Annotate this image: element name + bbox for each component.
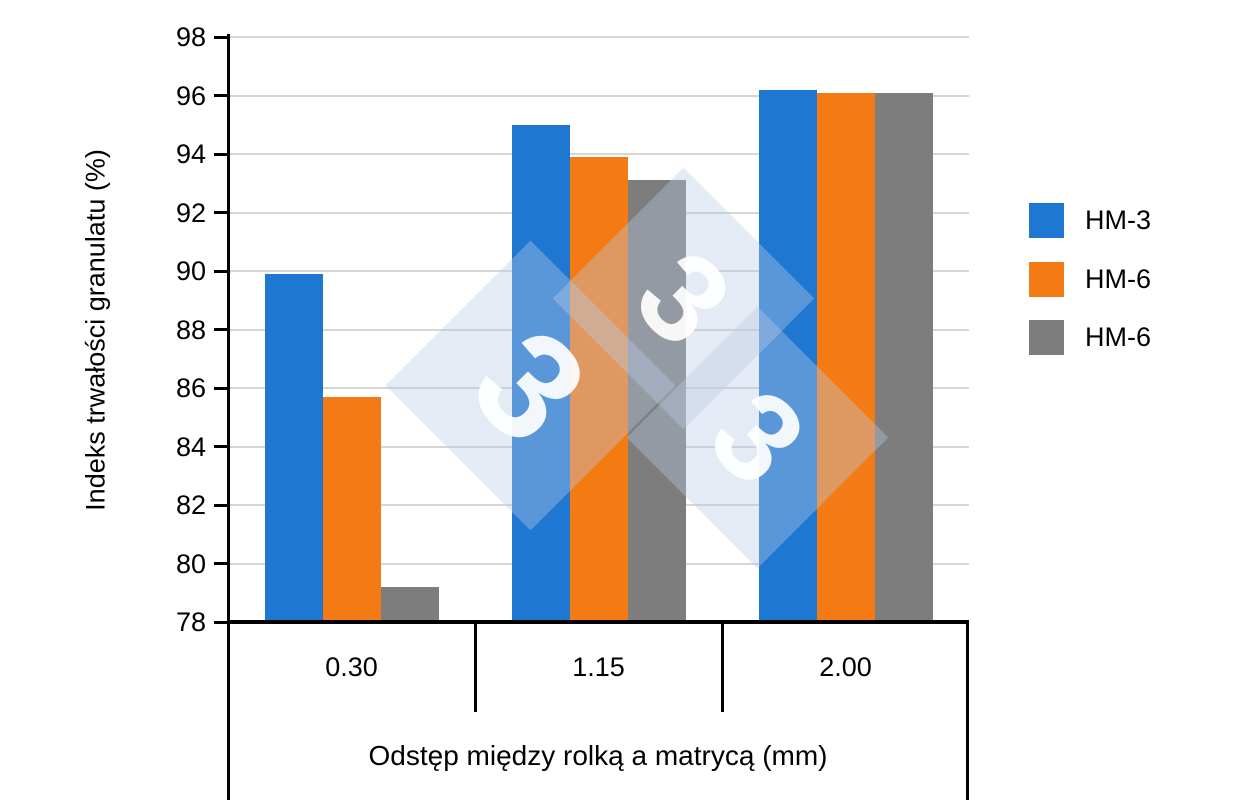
y-tick-mark bbox=[214, 269, 228, 273]
bar-hm-6-2.00 bbox=[874, 92, 933, 622]
y-tick-label: 96 bbox=[175, 80, 206, 111]
gridline bbox=[228, 94, 969, 97]
x-axis-title: Odstęp między rolką a matrycą (mm) bbox=[368, 740, 828, 771]
watermark-glyph: 3 bbox=[683, 363, 831, 511]
x-tick-label: 1.15 bbox=[572, 652, 625, 682]
y-tick-label: 88 bbox=[175, 314, 206, 345]
y-tick-label: 82 bbox=[175, 490, 206, 520]
y-axis-title: Indeks trwałości granulatu (%) bbox=[80, 149, 111, 511]
gridline bbox=[228, 153, 969, 155]
y-tick-mark bbox=[214, 152, 228, 156]
category-separator bbox=[473, 622, 477, 712]
y-tick-mark bbox=[214, 386, 228, 390]
x-axis-line bbox=[227, 620, 969, 624]
y-tick-mark bbox=[214, 211, 228, 214]
legend-item: HM-6 bbox=[1029, 320, 1151, 355]
y-axis-line bbox=[227, 34, 230, 800]
legend-label: HM-3 bbox=[1085, 205, 1151, 235]
y-tick-mark bbox=[214, 94, 228, 97]
y-tick-label: 94 bbox=[175, 139, 206, 169]
legend-swatch bbox=[1029, 320, 1064, 355]
y-tick-mark bbox=[214, 445, 228, 448]
y-tick-mark bbox=[214, 620, 228, 624]
bar-hm-6-0.30 bbox=[322, 396, 381, 622]
y-tick-mark bbox=[214, 35, 228, 39]
y-tick-label: 98 bbox=[175, 22, 206, 52]
y-tick-label: 80 bbox=[175, 548, 206, 579]
legend-label: HM-6 bbox=[1085, 263, 1151, 294]
y-tick-mark bbox=[214, 328, 228, 331]
y-tick-label: 90 bbox=[175, 256, 206, 286]
bar-hm-6-1.15 bbox=[569, 156, 628, 622]
legend-swatch bbox=[1029, 203, 1064, 238]
bar-hm-3-1.15 bbox=[511, 124, 570, 622]
legend-item: HM-6 bbox=[1029, 261, 1151, 297]
x-tick-label: 0.30 bbox=[325, 652, 378, 682]
bar-hm-6-1.15 bbox=[627, 180, 686, 622]
y-tick-label: 86 bbox=[175, 373, 206, 403]
bar-hm-3-2.00 bbox=[758, 89, 817, 622]
right-border-line bbox=[966, 622, 969, 800]
x-tick-label: 2.00 bbox=[819, 652, 872, 682]
y-tick-label: 92 bbox=[175, 197, 206, 228]
legend-swatch bbox=[1029, 261, 1064, 297]
bar-hm-3-0.30 bbox=[264, 273, 323, 622]
y-tick-mark bbox=[214, 503, 228, 507]
y-tick-label: 84 bbox=[175, 431, 206, 462]
legend-item: HM-3 bbox=[1029, 203, 1151, 238]
category-separator bbox=[720, 622, 724, 712]
legend: HM-3 HM-6 HM-6 bbox=[1029, 203, 1151, 379]
bar-hm-6-2.00 bbox=[816, 92, 875, 622]
gridline bbox=[228, 36, 969, 38]
legend-label: HM-6 bbox=[1085, 322, 1151, 352]
bar-hm-6-0.30 bbox=[380, 586, 439, 622]
y-tick-label: 78 bbox=[175, 607, 206, 637]
y-tick-mark bbox=[214, 562, 228, 565]
